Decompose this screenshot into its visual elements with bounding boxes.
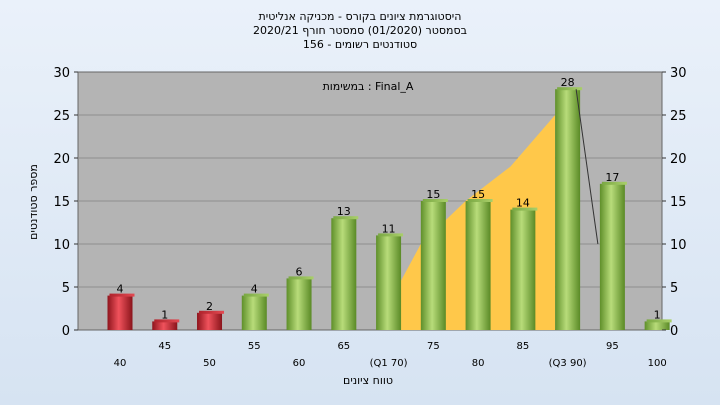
data-label: 28: [561, 76, 575, 89]
x-tick-label: 50: [203, 358, 216, 369]
data-label: 6: [296, 265, 303, 278]
y-tick-label-right: 25: [670, 109, 687, 124]
data-label: 4: [117, 283, 124, 296]
y-tick-label-right: 15: [670, 195, 687, 210]
bar-top: [557, 87, 583, 91]
whisker-line: [575, 89, 599, 245]
y-tick-label-right: 0: [670, 324, 678, 339]
data-label: 1: [654, 308, 661, 321]
y-tick-label-right: 5: [670, 281, 678, 296]
bar-top: [422, 199, 448, 202]
data-labels: 4 1 2 4 6 13 11 15 15 14 28 17 1: [117, 76, 661, 321]
x-tick-label: 80: [472, 358, 485, 369]
y-tick-label-left: 10: [53, 238, 70, 253]
y-tick-label-left: 5: [62, 281, 70, 296]
y-tick-label-right: 20: [670, 152, 687, 167]
data-label: 4: [251, 283, 258, 296]
bar-top: [154, 319, 180, 323]
x-tick-label: 55: [248, 341, 261, 352]
data-label: 15: [426, 188, 440, 201]
y-tick-label-right: 30: [670, 66, 687, 81]
bars: [107, 87, 672, 330]
y-tick-label-left: 25: [53, 109, 70, 124]
y-tick-label-left: 20: [53, 152, 70, 167]
y-tick-label-right: 10: [670, 238, 687, 253]
x-tick-label: 100: [648, 358, 667, 369]
data-label: 14: [516, 197, 530, 210]
bar: [555, 89, 581, 330]
bar: [197, 312, 223, 330]
bar: [107, 295, 133, 330]
data-label: 13: [337, 205, 351, 218]
data-label: 17: [605, 171, 619, 184]
data-label: 15: [471, 188, 485, 201]
plot-annotation: במשימות : Final_A: [323, 80, 414, 93]
bar: [510, 209, 536, 330]
bar-top: [333, 216, 359, 220]
bar: [376, 235, 402, 330]
data-label: 1: [161, 308, 168, 321]
bar-top: [512, 207, 538, 211]
chart-title-line-3: סטודנטים רשומים - 156: [303, 38, 417, 51]
y-axis-title: מספר סטודנטים: [27, 164, 40, 240]
x-tick-label: 75: [427, 341, 440, 352]
x-axis-title: טווח ציונים: [343, 374, 393, 387]
bar-top: [199, 310, 225, 314]
bar: [152, 321, 178, 330]
bar: [644, 321, 670, 330]
x-tick-label: 45: [158, 341, 171, 352]
bar: [286, 278, 312, 330]
data-label: 11: [382, 222, 396, 235]
x-axis-ticks: 40 45 50 55 60 65 (Q1 70) 75 80 85 (Q3 90) 95 100: [114, 341, 667, 369]
bar: [331, 218, 357, 330]
y-tick-label-left: 15: [53, 195, 70, 210]
y-tick-label-left: 30: [53, 66, 70, 81]
bar: [420, 201, 446, 330]
bar-top: [646, 319, 672, 323]
bar: [465, 201, 491, 330]
y-tick-label-left: 0: [62, 324, 70, 339]
bar-top: [288, 276, 314, 280]
x-tick-label: 40: [114, 358, 127, 369]
data-label: 2: [206, 300, 213, 313]
bar-top: [243, 293, 269, 297]
bar-top: [467, 199, 493, 202]
bar: [241, 295, 267, 330]
chart-title-line-1: היסטוגרמת ציונים בקורס - מכניקה אנליטית: [259, 10, 462, 23]
bar-top: [601, 181, 627, 185]
x-tick-label: 85: [516, 341, 529, 352]
bar-top: [378, 233, 404, 237]
x-tick-label: 65: [337, 341, 350, 352]
x-tick-label: 95: [606, 341, 619, 352]
bar-top: [109, 293, 135, 297]
x-tick-label: (Q3 90): [549, 358, 587, 369]
y-axis-ticks: 0 0 5 5 10 10 15 15 20 20 25 25 30 30: [53, 66, 686, 339]
chart-title-line-2: בסמסטר (01/2020) סמסטר חורף 2020/21: [253, 24, 467, 37]
x-tick-label: 60: [293, 358, 306, 369]
x-tick-label: (Q1 70): [370, 358, 408, 369]
bar: [599, 183, 625, 330]
